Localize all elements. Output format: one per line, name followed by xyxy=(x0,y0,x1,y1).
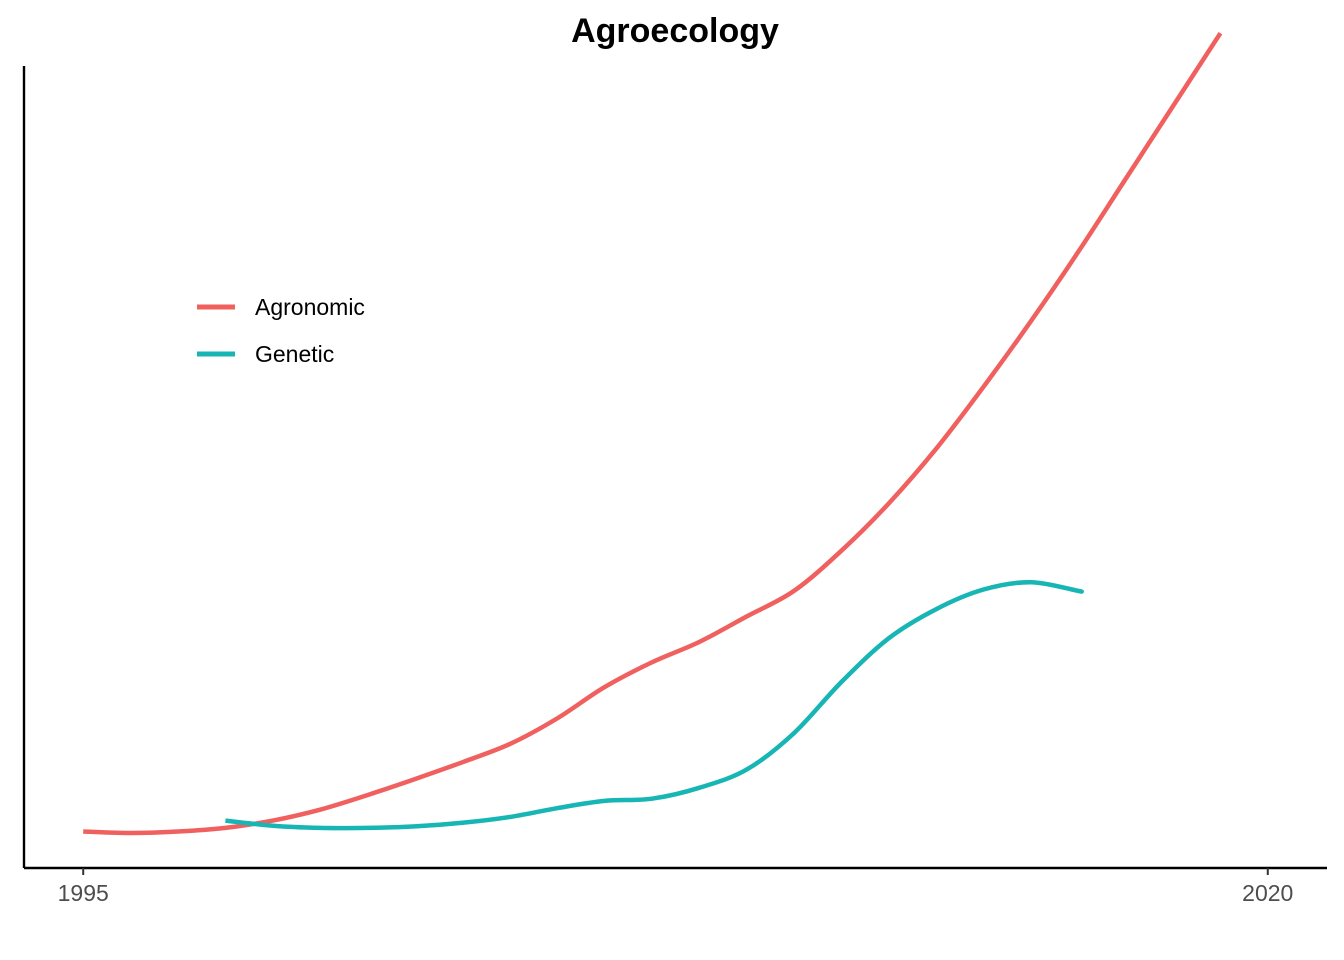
chart-title: Agroecology xyxy=(571,12,779,50)
series-line-genetic xyxy=(225,579,1084,831)
x-tick-label: 2020 xyxy=(1242,880,1293,906)
legend-label-agronomic: Agronomic xyxy=(255,294,365,320)
legend: Agronomic Genetic xyxy=(197,294,365,367)
plot-lines xyxy=(83,31,1223,836)
x-axis-ticks: 1995 2020 xyxy=(58,868,1293,906)
legend-label-genetic: Genetic xyxy=(255,341,334,367)
x-tick-label: 1995 xyxy=(58,880,109,906)
series-line-agronomic xyxy=(83,31,1223,836)
